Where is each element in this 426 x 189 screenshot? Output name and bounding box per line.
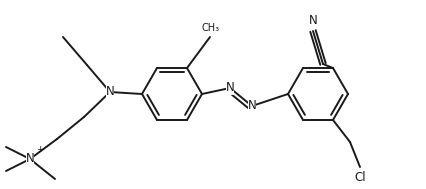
- Text: +: +: [36, 146, 43, 154]
- Text: CH₃: CH₃: [201, 23, 219, 33]
- Text: Cl: Cl: [353, 171, 365, 184]
- Text: N: N: [26, 153, 35, 166]
- Text: N: N: [225, 81, 234, 94]
- Text: N: N: [105, 85, 114, 98]
- Text: N: N: [247, 99, 256, 112]
- Text: N: N: [308, 14, 317, 27]
